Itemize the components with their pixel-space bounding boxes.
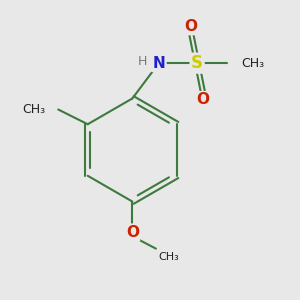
Text: CH₃: CH₃ (22, 103, 45, 116)
Text: S: S (191, 54, 203, 72)
Text: O: O (196, 92, 209, 107)
Text: CH₃: CH₃ (159, 252, 180, 262)
Text: O: O (185, 19, 198, 34)
Text: N: N (152, 56, 165, 70)
Text: O: O (126, 225, 139, 240)
Text: CH₃: CH₃ (241, 57, 264, 70)
Text: H: H (138, 55, 147, 68)
